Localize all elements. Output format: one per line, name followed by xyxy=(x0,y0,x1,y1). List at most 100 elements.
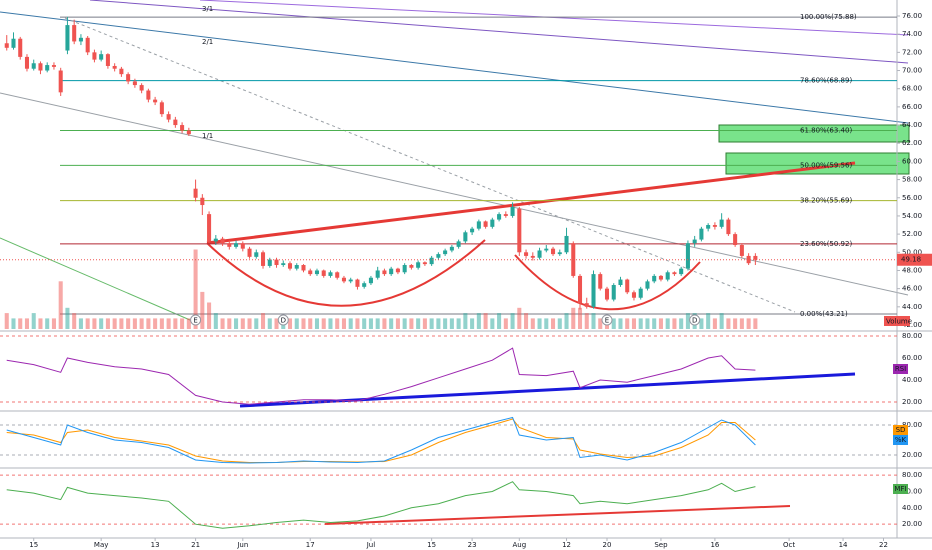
indicator-label-box xyxy=(893,484,908,494)
candle-body xyxy=(658,275,663,280)
fib-label: 78.60%(68.89) xyxy=(800,77,852,85)
indicator-label-box xyxy=(893,425,908,435)
volume-bar xyxy=(577,307,583,329)
candle-body xyxy=(281,263,286,266)
volume-bar xyxy=(78,318,83,329)
candle-body xyxy=(328,272,333,276)
trend-line xyxy=(64,17,796,313)
volume-bar xyxy=(598,318,603,329)
candle-body xyxy=(692,239,697,244)
y-tick-label: 46.00 xyxy=(902,285,922,293)
candle-body xyxy=(463,232,468,242)
y-tick-label: 68.00 xyxy=(902,85,922,93)
x-tick-label: 15 xyxy=(29,541,38,549)
y-tick-label: 40.00 xyxy=(902,504,922,512)
volume-bar xyxy=(490,318,495,329)
zone-box xyxy=(718,124,910,143)
volume-bar xyxy=(375,318,380,329)
candle-body xyxy=(254,252,259,257)
support-line xyxy=(239,372,856,408)
volume-bar xyxy=(382,318,387,329)
candle-body xyxy=(58,70,63,93)
y-tick-label: 48.00 xyxy=(902,266,922,274)
y-tick-label: 50.00 xyxy=(902,248,922,256)
volume-bar xyxy=(402,318,407,329)
fib-label: 38.20%(55.69) xyxy=(800,197,852,205)
candle-body xyxy=(112,65,117,69)
volume-bar xyxy=(706,313,711,329)
volume-bar xyxy=(213,313,218,329)
candle-body xyxy=(416,262,421,268)
candle-body xyxy=(611,285,616,300)
volume-bar xyxy=(537,318,542,329)
candle-body xyxy=(207,214,212,242)
volume-bar xyxy=(341,318,346,329)
volume-bar xyxy=(544,318,549,329)
volume-bar xyxy=(611,318,616,329)
candle-body xyxy=(314,270,320,275)
candle-body xyxy=(409,265,414,268)
x-tick-label: May xyxy=(94,541,108,549)
x-tick-label: 16 xyxy=(710,541,719,549)
indicator-label-box xyxy=(893,364,908,374)
volume-bar xyxy=(524,313,529,329)
cup-curve xyxy=(514,254,701,311)
volume-bar xyxy=(652,318,657,329)
candle-body xyxy=(564,235,569,253)
x-tick-label: Jun xyxy=(236,541,248,549)
zone-box xyxy=(725,152,910,175)
y-tick-label: 60.00 xyxy=(902,354,922,362)
candle-body xyxy=(65,25,70,51)
volume-bar xyxy=(146,318,151,329)
volume-bar xyxy=(234,318,239,329)
candle-body xyxy=(153,99,158,103)
volume-bar xyxy=(355,318,360,329)
last-price-box xyxy=(897,253,932,266)
candle-body xyxy=(341,277,346,282)
volume-bar xyxy=(530,318,535,329)
candle-body xyxy=(308,270,313,275)
candle-body xyxy=(672,272,677,275)
volume-bar xyxy=(416,318,421,329)
candle-body xyxy=(699,228,704,240)
y-tick-label: 20.00 xyxy=(902,520,922,528)
candle-body xyxy=(240,243,245,249)
candle-body xyxy=(598,274,603,289)
y-tick-label: 58.00 xyxy=(902,176,922,184)
cup-curve xyxy=(206,239,486,307)
volume-bar xyxy=(591,313,596,329)
volume-bar xyxy=(699,318,704,329)
volume-bar xyxy=(712,318,717,329)
volume-bar xyxy=(348,318,353,329)
candle-body xyxy=(193,188,198,198)
volume-bar xyxy=(267,318,272,329)
candle-body xyxy=(537,250,542,258)
indicator-line xyxy=(6,481,756,529)
candle-body xyxy=(159,102,164,115)
candle-body xyxy=(368,277,373,284)
volume-bar xyxy=(368,318,373,329)
fib-label: 23.60%(50.92) xyxy=(800,240,852,248)
candle-body xyxy=(362,283,367,287)
candle-body xyxy=(483,221,488,227)
candle-body xyxy=(712,225,717,227)
x-tick-label: Sep xyxy=(654,541,668,549)
fan-label: 2/1 xyxy=(202,38,213,46)
volume-bar xyxy=(45,318,50,329)
event-marker xyxy=(190,314,202,326)
candle-body xyxy=(247,248,252,257)
event-label: E xyxy=(605,317,609,325)
volume-label-box xyxy=(884,316,910,326)
volume-bar xyxy=(733,318,738,329)
volume-label: Volume xyxy=(886,318,912,326)
candle-body xyxy=(524,252,529,256)
indicator-label: %K xyxy=(895,436,907,444)
y-tick-label: 64.00 xyxy=(902,121,922,129)
candle-body xyxy=(503,214,508,216)
volume-bar xyxy=(449,318,454,329)
candle-body xyxy=(733,234,738,246)
volume-bar xyxy=(476,313,481,329)
candle-body xyxy=(436,254,441,258)
candle-body xyxy=(422,262,427,265)
candle-body xyxy=(335,272,340,278)
